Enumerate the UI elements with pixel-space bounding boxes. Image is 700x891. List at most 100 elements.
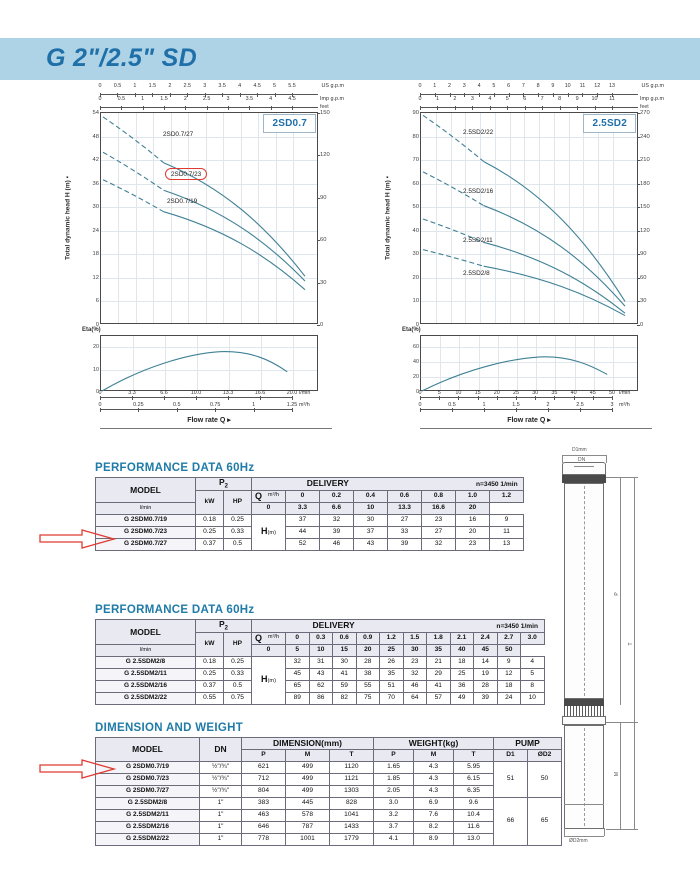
- th-wt-m: M: [413, 749, 454, 762]
- cell-dimension: 463: [241, 809, 286, 822]
- gridline-h: [421, 207, 637, 209]
- x-tick-label: 1.25: [286, 402, 298, 408]
- table-row[interactable]: G 2.5SDM2/22 0.55 0.75 89 86 82 75 70 64 57 49 39 24…: [95, 691, 545, 705]
- y-axis-label-text: Total dynamic head H (m) ▪: [384, 176, 392, 260]
- cell-kw: 0.25: [195, 525, 224, 539]
- table-row[interactable]: G 2SDM0.7/19 ½"/¾" 621 499 1120 1.65 4.3 5.95 51…: [95, 761, 562, 798]
- x-tick-label: 16.6: [254, 390, 266, 396]
- cell-model: G 2SDM0.7/19: [95, 513, 196, 527]
- table-row[interactable]: G 2.5SDM2/8 1" 383 445 828 3.0 6.9 9.6 66 65: [95, 797, 562, 846]
- th-q-lmin: 50: [496, 643, 521, 657]
- cell-head: 18: [496, 679, 521, 693]
- cell-head: 20: [455, 525, 490, 539]
- x-tick: [132, 396, 133, 400]
- gpm-tick: [249, 106, 251, 110]
- cell-dimension: 787: [285, 821, 330, 834]
- x-tick: [420, 396, 421, 400]
- table-row[interactable]: G 2.5SDM2/11 1" 463 578 1041 3.2 7.6 10.4: [95, 809, 562, 822]
- gpm-tick-label: 4: [477, 83, 481, 89]
- gridline-h: [421, 136, 637, 138]
- y-tick-label: 90: [412, 110, 419, 116]
- cell-head: 55: [355, 679, 380, 693]
- x-scale-row: 0 0.25 0.5 0.75 1 1.25 m³/h: [99, 402, 318, 416]
- y-tick-label: 40: [412, 227, 419, 234]
- gpm-tick: [169, 93, 171, 97]
- eta-y-tick: 20: [93, 344, 99, 351]
- curve-label: 2.5SD2/8: [463, 269, 490, 277]
- table-row[interactable]: G 2SDM0.7/23 0.25 0.33 44 39 37 33 27 20 11: [95, 525, 524, 539]
- table-row[interactable]: G 2.5SDM2/11 0.25 0.33 45 43 41 38 35 32 29 25 19 12…: [95, 667, 545, 681]
- table-row[interactable]: G 2.5SDM2/16 1" 646 787 1433 3.7 8.2 11.6: [95, 821, 562, 834]
- th-kw: kW: [195, 489, 224, 515]
- cell-model: G 2.5SDM2/16: [95, 679, 196, 693]
- cell-head: 4: [520, 655, 545, 669]
- gpm-tick: [464, 93, 466, 97]
- dim-d2-label: ØD2mm: [569, 838, 588, 844]
- cell-pump-d1: 66: [493, 797, 528, 846]
- cell-weight: 6.35: [453, 785, 494, 798]
- gridline-h: [421, 254, 637, 256]
- cell-head: 12: [496, 667, 521, 681]
- eta-y-tick: 0: [96, 389, 99, 395]
- cell-head: 30: [353, 513, 388, 527]
- gpm-tick: [493, 93, 495, 97]
- curve-layer: [422, 114, 626, 317]
- x-tick: [516, 408, 517, 412]
- gpm-tick-label: 4.5: [288, 96, 296, 102]
- x-tick-label: 5: [437, 390, 441, 396]
- th-p2: P2: [195, 619, 252, 633]
- table-row[interactable]: G 2SDM0.7/27 ½"/¾" 804 499 1303 2.05 4.3 6.35: [95, 785, 562, 798]
- cell-dimension: 778: [241, 833, 286, 846]
- cell-weight: 1.85: [373, 773, 414, 786]
- gpm-scales: 0 1 2 3 4 5 6 7 8 9 10 11 12 13 US g.p.m 0 1 2 3 4 5 6 7 8 9 10 11…: [419, 83, 664, 110]
- x-axis-line: [100, 409, 292, 410]
- gpm-tick-label: 2: [453, 96, 457, 102]
- th-q-lmin: 30: [402, 643, 427, 657]
- gpm-tick: [437, 106, 439, 110]
- x-tick-label: 10: [455, 390, 462, 396]
- pump-centerline-lower: [584, 728, 585, 826]
- cell-weight: 11.6: [453, 821, 494, 834]
- cell-head: 23: [455, 537, 490, 551]
- efficiency-plot: 0 10 20: [93, 335, 318, 395]
- curve-solid-segment: [483, 265, 626, 317]
- cell-head: 39: [319, 525, 354, 539]
- th-q-m3h: 1.0: [455, 489, 490, 503]
- eta-title: Eta(%): [82, 327, 101, 333]
- cell-head: 89: [285, 691, 310, 705]
- cell-head: 49: [449, 691, 474, 705]
- curve-dashed-segment: [102, 151, 164, 191]
- table-row[interactable]: G 2.5SDM2/22 1" 778 1001 1779 4.1 8.9 13.0: [95, 833, 562, 846]
- x-tick: [573, 396, 575, 400]
- y-tick-label: 0: [415, 322, 419, 328]
- table-row[interactable]: G 2.5SDM2/16 0.37 0.5 65 62 59 55 51 46 41 36 28 18 8: [95, 679, 545, 693]
- table-row[interactable]: G 2SDM0.7/19 0.18 0.25 H(m) 37 32 30 27 23 16 9: [95, 513, 524, 551]
- x-tick: [228, 396, 229, 400]
- cell-head: 26: [379, 655, 404, 669]
- gridline-v: [188, 113, 190, 323]
- pump-collar: [562, 475, 606, 483]
- gpm-tick-label: 1: [133, 83, 137, 89]
- chart-model-badge: 2SD0.7: [263, 114, 316, 133]
- cell-head: 51: [379, 679, 404, 693]
- gpm-tick: [542, 106, 544, 110]
- y-tick-label: 50: [412, 204, 419, 211]
- gpm-tick: [479, 93, 481, 97]
- gpm-tick-label: 7: [521, 83, 525, 89]
- gpm-tick: [292, 93, 293, 97]
- cell-model: G 2.5SDM2/11: [95, 667, 196, 681]
- header-banner: [0, 38, 700, 80]
- table-row[interactable]: G 2SDM0.7/23 ½"/¾" 712 499 1121 1.85 4.3 6.15: [95, 773, 562, 786]
- th-q-lmin: 45: [473, 643, 498, 657]
- cell-kw: 0.55: [195, 691, 224, 705]
- gpm-tick-label: 3: [470, 96, 474, 102]
- pump-discharge-head: [562, 462, 606, 475]
- gpm-tick-label: 2: [168, 83, 172, 89]
- table-row[interactable]: G 2.5SDM2/8 0.18 0.25 H(m) 32 31 30 28 26 23 21 18 1…: [95, 655, 545, 705]
- gridline-v: [293, 113, 294, 323]
- gpm-tick: [612, 106, 613, 110]
- feet-unit-label: feet: [640, 104, 649, 110]
- table-row[interactable]: G 2SDM0.7/27 0.37 0.5 52 46 43 39 32 23 13: [95, 537, 524, 551]
- dim-guide-top: [606, 477, 638, 478]
- gpm-tick: [228, 106, 229, 110]
